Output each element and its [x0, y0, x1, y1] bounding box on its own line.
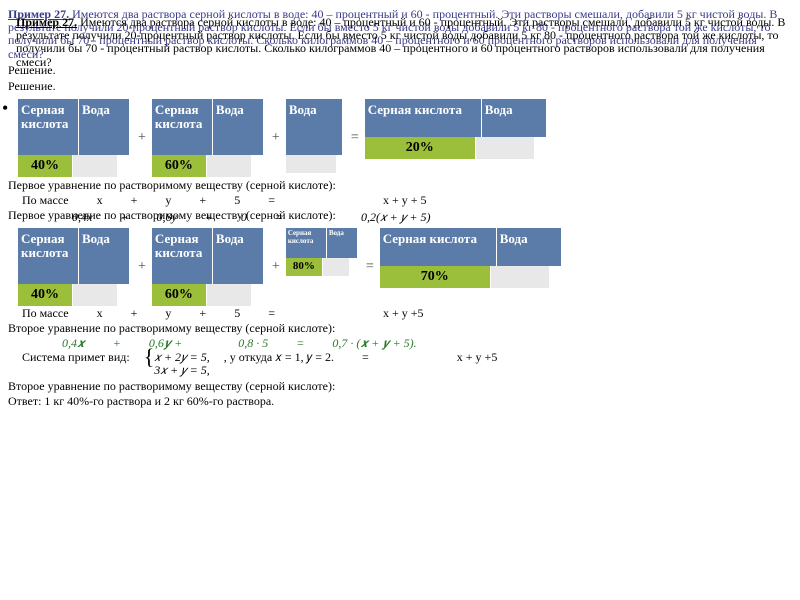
answer: Ответ: 1 кг 40%-го раствора и 2 кг 60%-г…	[8, 395, 792, 408]
sol-60: Серная кислотаВода 60%	[152, 99, 264, 176]
mass-eq-1: По массеx +y +5 =x + y + 5	[8, 194, 792, 207]
mass-eq-2: По массеx +y +5 =x + y +5	[8, 307, 792, 320]
water-5: Вода	[286, 99, 343, 173]
scenario-2: Серная кислотаВода 40% + Серная кислотаВ…	[8, 228, 792, 305]
sol-40b: Серная кислотаВода 40%	[18, 228, 130, 305]
sol-20: Серная кислотаВода 20%	[365, 99, 547, 158]
sol-40: Серная кислотаВода 40%	[18, 99, 130, 176]
problem-text-b: Пример 27. Имеются два раствора серной к…	[16, 16, 800, 69]
solution-label-2: Решение.	[8, 80, 792, 93]
eq2-label-2: Второе уравнение по растворимому веществ…	[8, 380, 792, 393]
eq2-formula: 0,4𝒙+ 0,6𝒚 + 0,8 · 5= 0,7 · (𝒙 + 𝒚 + 5).	[8, 337, 792, 350]
eq2-label: Второе уравнение по растворимому веществ…	[8, 322, 792, 335]
bullet-icon: •	[2, 99, 8, 119]
sol-80: Серная кислотаВода 80%	[286, 228, 358, 276]
sol-70: Серная кислотаВода 70%	[380, 228, 562, 287]
sol-60b: Серная кислотаВода 60%	[152, 228, 264, 305]
eq1-formula: 0,4x+ 0,6y+ 0= 0,2(𝑥 + 𝑦 + 5)	[8, 211, 792, 224]
system: Система примет вид: { 𝑥 + 2𝑦 = 5,3𝑥 + 𝑦 …	[8, 351, 792, 377]
eq1-label: Первое уравнение по растворимому веществ…	[8, 179, 792, 192]
scenario-1: • Серная кислотаВода 40% + Серная кислот…	[8, 99, 792, 176]
